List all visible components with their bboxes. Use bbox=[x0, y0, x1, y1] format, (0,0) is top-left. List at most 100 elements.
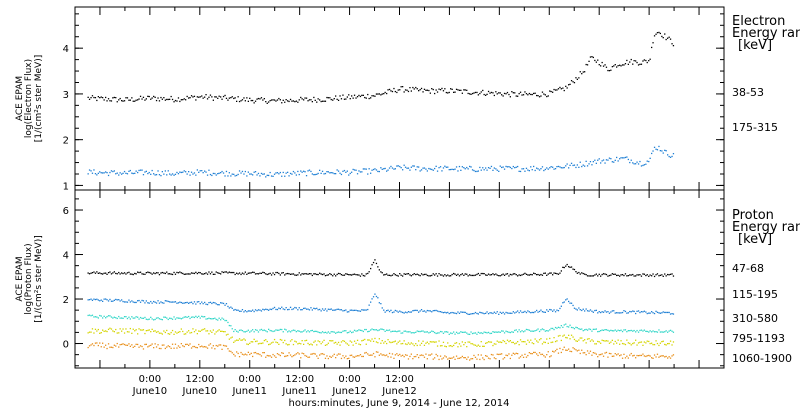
data-point bbox=[250, 173, 252, 175]
data-point bbox=[413, 356, 415, 358]
data-point bbox=[658, 344, 660, 347]
data-point bbox=[113, 344, 115, 346]
data-point bbox=[254, 273, 257, 275]
data-point bbox=[505, 93, 507, 95]
data-point bbox=[546, 274, 548, 276]
data-point bbox=[556, 273, 558, 275]
data-point bbox=[589, 161, 592, 163]
data-point bbox=[157, 272, 159, 274]
data-point bbox=[435, 353, 437, 356]
data-point bbox=[537, 311, 539, 313]
data-point bbox=[148, 95, 150, 98]
data-point bbox=[99, 272, 101, 274]
data-point bbox=[90, 344, 92, 346]
data-point bbox=[432, 310, 434, 312]
data-point bbox=[432, 273, 434, 275]
data-point bbox=[202, 172, 204, 174]
data-point bbox=[466, 358, 468, 360]
data-point bbox=[586, 165, 589, 167]
data-point bbox=[636, 161, 638, 163]
data-point bbox=[445, 275, 447, 277]
data-point bbox=[406, 89, 408, 91]
data-point bbox=[212, 172, 214, 175]
data-point bbox=[163, 344, 165, 346]
data-point bbox=[579, 71, 581, 73]
data-point bbox=[455, 331, 458, 333]
data-point bbox=[291, 339, 293, 341]
data-point bbox=[333, 98, 335, 100]
data-point bbox=[355, 274, 357, 276]
data-point bbox=[94, 316, 97, 318]
data-point bbox=[276, 271, 279, 274]
data-point bbox=[308, 344, 311, 346]
data-point bbox=[589, 56, 592, 58]
data-point bbox=[221, 348, 223, 350]
data-point bbox=[601, 339, 603, 341]
data-point bbox=[112, 97, 114, 99]
data-point bbox=[110, 328, 113, 330]
data-point bbox=[332, 99, 334, 101]
data-point bbox=[221, 330, 223, 332]
data-point bbox=[658, 31, 660, 34]
data-point bbox=[233, 341, 235, 343]
data-point bbox=[403, 340, 405, 342]
data-point bbox=[180, 318, 182, 320]
data-point bbox=[573, 307, 576, 309]
data-point bbox=[279, 99, 281, 101]
data-point bbox=[230, 350, 232, 353]
data-point bbox=[453, 272, 455, 275]
data-point bbox=[531, 93, 533, 96]
data-point bbox=[559, 272, 561, 274]
data-point bbox=[550, 309, 552, 311]
proton-y-tick-label: 6 bbox=[63, 206, 69, 217]
data-point bbox=[538, 352, 541, 354]
data-point bbox=[273, 338, 276, 341]
data-point bbox=[218, 329, 220, 331]
data-point bbox=[592, 161, 594, 163]
data-point bbox=[613, 161, 615, 163]
data-point bbox=[307, 342, 309, 345]
data-point bbox=[519, 339, 522, 341]
data-point bbox=[617, 65, 619, 67]
data-point bbox=[308, 273, 311, 275]
data-point bbox=[597, 59, 599, 61]
data-point bbox=[602, 65, 605, 67]
data-point bbox=[206, 273, 209, 275]
data-point bbox=[592, 311, 594, 313]
data-point bbox=[428, 343, 430, 345]
data-point bbox=[273, 355, 276, 357]
data-point bbox=[319, 354, 321, 356]
data-point bbox=[295, 100, 297, 102]
data-point bbox=[422, 354, 424, 357]
data-point bbox=[319, 308, 321, 311]
data-point bbox=[614, 159, 616, 161]
data-point bbox=[195, 99, 197, 101]
data-point bbox=[672, 275, 675, 277]
data-point bbox=[508, 340, 510, 343]
data-point bbox=[600, 162, 602, 164]
data-point bbox=[661, 355, 663, 357]
data-point bbox=[304, 329, 306, 331]
data-point bbox=[240, 100, 242, 102]
data-point bbox=[441, 87, 443, 90]
data-point bbox=[626, 355, 628, 357]
data-point bbox=[125, 316, 127, 318]
data-point bbox=[103, 315, 105, 317]
data-point bbox=[336, 169, 338, 171]
data-point bbox=[544, 311, 546, 313]
data-point bbox=[659, 274, 661, 276]
data-point bbox=[99, 332, 101, 334]
data-point bbox=[272, 341, 274, 343]
data-point bbox=[204, 170, 206, 172]
data-point bbox=[400, 332, 402, 334]
data-point bbox=[118, 271, 120, 274]
data-point bbox=[265, 101, 267, 103]
data-point bbox=[358, 274, 360, 276]
data-point bbox=[384, 311, 386, 313]
data-point bbox=[112, 300, 114, 302]
data-point bbox=[217, 97, 219, 99]
data-point bbox=[621, 311, 624, 314]
data-point bbox=[356, 96, 359, 98]
data-point bbox=[624, 343, 627, 346]
data-point bbox=[633, 354, 635, 357]
